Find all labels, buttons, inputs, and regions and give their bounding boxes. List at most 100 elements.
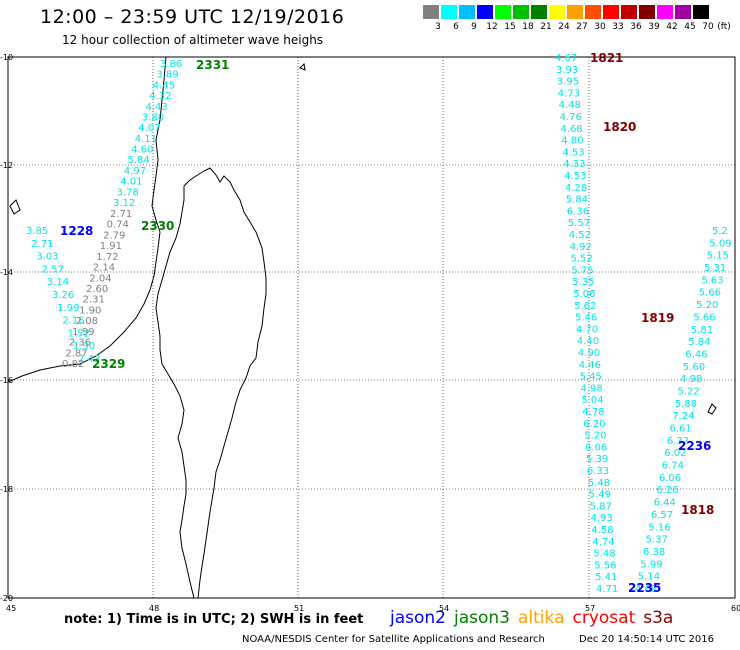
scale-swatch <box>585 5 601 19</box>
swh-value: 4.98 <box>581 383 603 394</box>
swh-value: 3.26 <box>52 290 74 301</box>
swh-value: 5.48 <box>593 549 615 560</box>
lon-label: 48 <box>149 604 159 613</box>
lon-label: 54 <box>439 604 449 613</box>
swh-value: 5.62 <box>574 301 596 312</box>
scale-swatch <box>639 5 655 19</box>
legend-jason3: jason3 <box>454 608 510 628</box>
swh-value: 4.73 <box>558 88 580 99</box>
swh-value: 6.74 <box>662 461 684 472</box>
credit-line: NOAA/NESDIS Center for Satellite Applica… <box>242 634 545 645</box>
island-east <box>707 403 717 415</box>
scale-label: 39 <box>648 22 660 32</box>
scale-swatch <box>675 5 691 19</box>
swh-value: 2.14 <box>93 263 115 274</box>
swh-value: 2.71 <box>31 239 53 250</box>
swh-value: 1.99 <box>72 327 94 338</box>
swh-value: 7.24 <box>672 411 694 422</box>
swh-value: 5.46 <box>575 313 597 324</box>
swh-value: 3.78 <box>117 187 139 198</box>
pass-number-label: 2331 <box>196 58 229 72</box>
swh-value: 5.52 <box>571 254 593 265</box>
swh-value: 1.90 <box>73 341 95 352</box>
swh-value: 4.71 <box>596 584 618 595</box>
legend-s3a: s3a <box>643 608 674 628</box>
pass-number-label: 1228 <box>60 224 93 238</box>
lat-label: -18 <box>0 485 13 494</box>
swh-value: 4.90 <box>578 348 600 359</box>
swh-value: 4.32 <box>149 91 171 102</box>
scale-swatch <box>477 5 493 19</box>
swh-value: 4.40 <box>577 336 599 347</box>
swh-value: 5.45 <box>580 372 602 383</box>
swh-value: 6.26 <box>656 485 678 496</box>
swh-value: 4.33 <box>563 159 585 170</box>
units-note: note: 1) Time is in UTC; 2) SWH is in fe… <box>64 612 364 627</box>
scale-label: 15 <box>504 22 516 32</box>
scale-swatch <box>657 5 673 19</box>
swh-value: 5.88 <box>675 399 697 410</box>
swh-value: 4.11 <box>135 134 157 145</box>
scale-swatch <box>531 5 547 19</box>
madagascar-coastline <box>155 167 267 599</box>
swh-value: 5.04 <box>581 395 603 406</box>
scale-swatch <box>621 5 637 19</box>
swh-value: 5.56 <box>594 560 616 571</box>
swh-value: 0.74 <box>107 220 129 231</box>
swh-value: 5.20 <box>696 300 718 311</box>
swh-value: 1.91 <box>100 241 122 252</box>
swh-value: 6.02 <box>664 448 686 459</box>
swh-value: 4.52 <box>569 230 591 241</box>
scale-label: 45 <box>684 22 696 32</box>
swh-value: 6.38 <box>643 547 665 558</box>
swh-value: 6.61 <box>670 424 692 435</box>
lat-label: -16 <box>0 376 13 385</box>
scale-swatch <box>423 5 439 19</box>
swh-value: 3.95 <box>557 77 579 88</box>
swh-value: 2.87 <box>65 348 87 359</box>
swh-value: 3.12 <box>113 198 135 209</box>
swh-value: 4.53 <box>562 147 584 158</box>
pass-number-label: 2235 <box>628 581 661 595</box>
swh-value: 4.46 <box>579 360 601 371</box>
swh-value: 5.84 <box>128 155 150 166</box>
pass-number-label: 2330 <box>141 219 174 233</box>
swh-value: 6.32 <box>667 436 689 447</box>
swh-value: 4.78 <box>582 407 604 418</box>
island-small-west <box>9 199 21 215</box>
swh-value: 5.09 <box>709 238 731 249</box>
legend-cryosat: cryosat <box>572 608 636 628</box>
swh-value: 5.15 <box>707 251 729 262</box>
chart-title: 12:00 – 23:59 UTC 12/19/2016 <box>40 6 345 28</box>
swh-value: 6.20 <box>583 419 605 430</box>
swh-value: 5.60 <box>683 362 705 373</box>
chart-subtitle: 12 hour collection of altimeter wave hei… <box>62 33 324 47</box>
swh-value: 6.57 <box>651 510 673 521</box>
scale-swatch <box>495 5 511 19</box>
swh-value: 5.14 <box>638 572 660 583</box>
swh-value: 5.84 <box>566 195 588 206</box>
scale-swatch <box>441 5 457 19</box>
pass-number-label: 1818 <box>681 503 714 517</box>
swh-value: 6.46 <box>685 349 707 360</box>
scale-label: 27 <box>576 22 588 32</box>
swh-value: 5.35 <box>572 277 594 288</box>
swh-value: 4.07 <box>138 123 160 134</box>
swh-value: 5.22 <box>678 387 700 398</box>
scale-swatch <box>693 5 709 19</box>
swh-value: 4.68 <box>635 584 657 595</box>
generation-timestamp: Dec 20 14:50:14 UTC 2016 <box>579 634 714 645</box>
swh-value: 4.48 <box>559 100 581 111</box>
swh-value: 4.45 <box>153 80 175 91</box>
swh-value: 3.14 <box>47 277 69 288</box>
swh-value: 4.74 <box>592 537 614 548</box>
swh-value: 4.97 <box>124 166 146 177</box>
scale-swatch <box>549 5 565 19</box>
swh-value: 5.81 <box>691 325 713 336</box>
lon-label: 45 <box>6 604 16 613</box>
swh-value: 6.44 <box>654 498 676 509</box>
swh-value: 4.53 <box>564 171 586 182</box>
swh-value: 2.04 <box>89 273 111 284</box>
swh-value: 5.57 <box>568 218 590 229</box>
